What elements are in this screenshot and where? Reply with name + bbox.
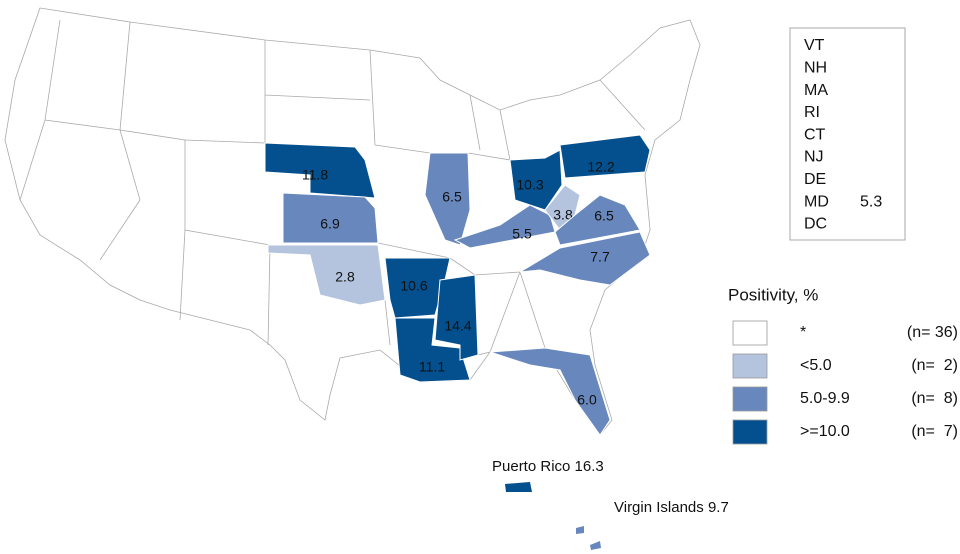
state-value-label: 6.0 (577, 392, 597, 408)
inset-label: NJ (804, 149, 824, 166)
inset-label: CT (804, 126, 826, 143)
legend-label: 5.0-9.9 (800, 390, 850, 407)
state-mississippi (434, 274, 479, 361)
legend-count: (n= 2) (911, 357, 958, 374)
legend-count: (n= 8) (911, 390, 958, 407)
state-louisiana (394, 317, 471, 383)
territory-label: Virgin Islands 9.7 (614, 499, 729, 516)
state-ohio (509, 149, 563, 211)
state-kansas (282, 192, 379, 244)
territory-name: Puerto Rico (492, 458, 570, 475)
territory-shape (590, 541, 601, 550)
legend-label: <5.0 (800, 357, 832, 374)
state-value-label: 11.1 (419, 359, 445, 375)
state-value-label: 7.7 (590, 249, 610, 265)
inset (789, 27, 906, 241)
territory-value: 9.7 (708, 499, 729, 516)
regions: 11.8 6.9 2.8 10.6 11.1 14.4 6.5 5.5 10.3 3.8 6.5 12… (264, 134, 651, 550)
state-arkansas (384, 257, 451, 319)
state-oklahoma (267, 244, 386, 306)
legend-label: * (800, 324, 806, 341)
state-value-label: 3.8 (553, 207, 573, 223)
state-florida (489, 347, 611, 436)
inset-value: 5.3 (860, 193, 882, 210)
legend-swatch (732, 353, 768, 379)
inset-box (789, 27, 906, 241)
state-virginia (554, 194, 641, 246)
state-north-carolina (519, 231, 651, 286)
legend-swatch (732, 320, 768, 346)
legend-swatch (732, 419, 768, 445)
legend-swatch (732, 386, 768, 412)
state-value-label: 14.4 (444, 318, 471, 334)
legend-count: (n= 7) (911, 423, 958, 440)
state-value-label: 6.5 (594, 208, 614, 224)
legend-label: >=10.0 (800, 423, 850, 440)
inset-label: RI (804, 104, 820, 121)
state-pennsylvania (559, 134, 651, 179)
territory-name: Virgin Islands (614, 499, 704, 516)
territory-label: Puerto Rico 16.3 (492, 458, 604, 475)
legend-title: Positivity, % (728, 285, 818, 304)
state-value-label: 5.5 (512, 226, 532, 242)
state-value-label: 6.5 (442, 189, 462, 205)
state-value-label: 2.8 (335, 269, 355, 285)
inset-label: DE (804, 171, 826, 188)
territory-shape (505, 482, 532, 492)
inset-label: DC (804, 216, 827, 233)
state-value-label: 12.2 (587, 159, 614, 175)
territory-value: 16.3 (575, 458, 604, 475)
state-value-label: 6.9 (320, 216, 340, 232)
inset-label: VT (804, 37, 825, 54)
inset-label: MD (804, 193, 829, 210)
legend-count: (n= 36) (907, 324, 958, 341)
inset-label: MA (804, 82, 828, 99)
state-illinois (424, 152, 471, 246)
inset-label: NH (804, 60, 827, 77)
state-value-label: 11.8 (302, 167, 328, 183)
state-value-label: 10.6 (400, 278, 427, 294)
state-value-label: 10.3 (516, 177, 543, 193)
territory-shape (576, 526, 584, 534)
